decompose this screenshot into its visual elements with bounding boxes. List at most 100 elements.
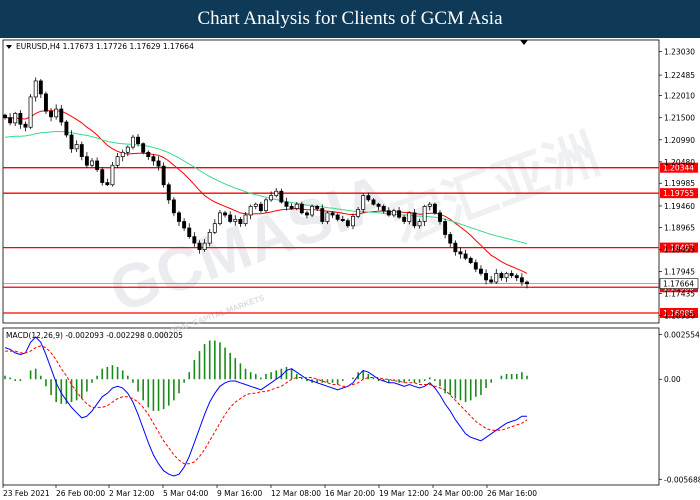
candle-body[interactable] <box>427 203 432 207</box>
candle-body[interactable] <box>248 206 253 216</box>
candle-body[interactable] <box>223 212 228 216</box>
candle-body[interactable] <box>499 273 504 279</box>
candle-body[interactable] <box>453 242 458 253</box>
candle-body[interactable] <box>18 113 23 125</box>
candle-body[interactable] <box>330 212 335 216</box>
candle-body[interactable] <box>13 113 18 124</box>
candle-body[interactable] <box>110 164 115 186</box>
candle-body[interactable] <box>438 212 442 222</box>
candle-body[interactable] <box>192 236 197 244</box>
candle-body[interactable] <box>284 201 289 207</box>
candle-body[interactable] <box>448 234 453 244</box>
candle-body[interactable] <box>463 253 468 259</box>
candle-body[interactable] <box>38 80 43 95</box>
candle-body[interactable] <box>105 182 110 186</box>
candle-body[interactable] <box>478 268 483 274</box>
candle-body[interactable] <box>233 218 238 222</box>
candle-body[interactable] <box>90 160 94 166</box>
candle-body[interactable] <box>504 273 509 279</box>
candle-body[interactable] <box>315 206 320 209</box>
candle-body[interactable] <box>422 206 427 222</box>
chart-svg[interactable]: GCMASIA GLOBAL CAPITAL MARKETS 宏汇亚洲 1.20… <box>0 38 700 500</box>
candle-body[interactable] <box>120 151 125 157</box>
candle-body[interactable] <box>269 195 274 201</box>
candle-body[interactable] <box>402 216 407 222</box>
candle-body[interactable] <box>69 134 74 150</box>
symbol-menu-icon[interactable] <box>6 45 12 49</box>
candle-body[interactable] <box>182 221 187 229</box>
candle-body[interactable] <box>494 273 499 283</box>
candle-body[interactable] <box>340 218 345 221</box>
candle-body[interactable] <box>299 203 304 214</box>
trading-chart[interactable]: GCMASIA GLOBAL CAPITAL MARKETS 宏汇亚洲 1.20… <box>0 38 700 500</box>
candle-body[interactable] <box>417 221 422 227</box>
candle-body[interactable] <box>84 156 89 166</box>
candle-body[interactable] <box>74 144 79 150</box>
candle-body[interactable] <box>294 203 299 209</box>
candle-body[interactable] <box>443 221 448 235</box>
candle-body[interactable] <box>59 108 64 123</box>
candle-body[interactable] <box>151 156 156 162</box>
candle-body[interactable] <box>79 144 84 157</box>
candle-body[interactable] <box>525 281 529 285</box>
candle-body[interactable] <box>64 121 69 136</box>
candle-body[interactable] <box>304 212 309 216</box>
candle-body[interactable] <box>458 251 463 255</box>
candle-body[interactable] <box>156 160 161 167</box>
candle-body[interactable] <box>253 203 258 207</box>
candle-body[interactable] <box>228 214 233 222</box>
candle-body[interactable] <box>514 275 519 279</box>
candle-body[interactable] <box>335 214 340 220</box>
candle-body[interactable] <box>509 273 514 276</box>
candle-body[interactable] <box>264 199 268 212</box>
candle-body[interactable] <box>519 277 524 283</box>
candle-body[interactable] <box>8 117 13 124</box>
candle-body[interactable] <box>238 218 243 225</box>
candle-body[interactable] <box>28 96 33 128</box>
candle-body[interactable] <box>274 190 279 196</box>
candle-body[interactable] <box>136 136 141 145</box>
candle-body[interactable] <box>397 210 402 218</box>
candle-body[interactable] <box>310 206 315 216</box>
candle-body[interactable] <box>171 199 176 214</box>
candle-body[interactable] <box>489 279 494 283</box>
candle-body[interactable] <box>166 184 171 201</box>
candle-body[interactable] <box>141 143 146 153</box>
candle-body[interactable] <box>468 257 473 263</box>
candle-body[interactable] <box>258 203 263 212</box>
candle-body[interactable] <box>407 212 412 222</box>
candle-body[interactable] <box>217 212 222 225</box>
candle-body[interactable] <box>212 223 217 233</box>
candle-body[interactable] <box>54 108 59 118</box>
candle-body[interactable] <box>386 210 391 216</box>
candle-body[interactable] <box>3 114 7 119</box>
candle-body[interactable] <box>325 212 330 222</box>
candle-body[interactable] <box>130 136 135 148</box>
candle-body[interactable] <box>49 110 54 118</box>
candle-body[interactable] <box>146 151 151 157</box>
candle-body[interactable] <box>23 123 28 128</box>
candle-body[interactable] <box>361 195 366 210</box>
candle-body[interactable] <box>484 273 489 281</box>
candle-body[interactable] <box>33 80 38 98</box>
shift-marker-icon[interactable] <box>520 40 528 45</box>
candle-body[interactable] <box>381 206 386 212</box>
candle-body[interactable] <box>187 227 192 238</box>
candle-body[interactable] <box>432 203 437 214</box>
candle-body[interactable] <box>197 242 202 250</box>
candle-body[interactable] <box>356 209 361 217</box>
candle-body[interactable] <box>100 169 105 183</box>
candle-body[interactable] <box>207 231 212 244</box>
candle-body[interactable] <box>376 203 381 207</box>
candle-body[interactable] <box>161 165 166 186</box>
candle-body[interactable] <box>125 146 130 153</box>
candle-body[interactable] <box>412 212 417 227</box>
candle-body[interactable] <box>279 190 284 203</box>
candle-body[interactable] <box>366 195 371 201</box>
candle-body[interactable] <box>43 93 48 112</box>
candle-body[interactable] <box>345 220 350 227</box>
candle-body[interactable] <box>95 160 100 170</box>
candle-body[interactable] <box>202 242 207 250</box>
candle-body[interactable] <box>177 212 181 222</box>
candle-body[interactable] <box>351 215 355 227</box>
